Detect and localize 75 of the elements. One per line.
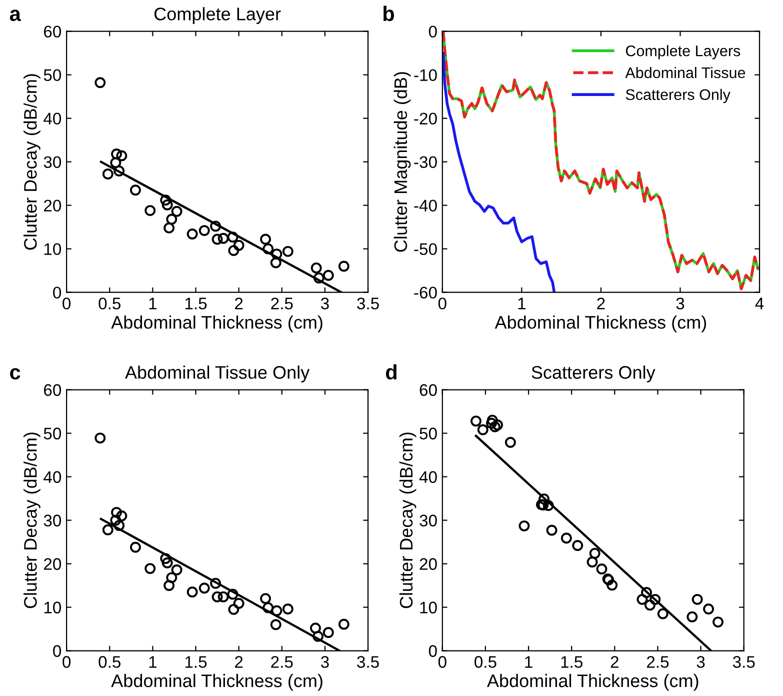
x-tick-label: 1 [525, 656, 532, 668]
y-tick-label: -60 [414, 286, 437, 299]
y-tick-label: 20 [420, 558, 437, 570]
y-tick-label: 10 [44, 602, 62, 614]
y-tick-label: -50 [414, 243, 437, 256]
y-tick-label: 0 [53, 645, 62, 657]
x-tick-label: 0 [62, 298, 71, 310]
y-tick-label: 50 [420, 428, 437, 440]
y-tick-label: 40 [44, 471, 62, 483]
x-tick-label: 1.5 [561, 656, 582, 668]
y-tick-label: 0 [428, 645, 437, 657]
x-tick-label: 0 [438, 656, 446, 668]
x-tick-label: 3 [696, 656, 705, 668]
text: a [10, 10, 21, 22]
y-tick-label: 40 [44, 112, 62, 125]
x-tick-label: 3.5 [357, 656, 379, 668]
x-tick-label: 3.5 [732, 656, 755, 668]
y-tick-label: 50 [44, 69, 62, 82]
y-tick-label: -20 [414, 112, 437, 125]
y-axis-title: Clutter Magnitude (dB) [394, 72, 411, 252]
y-axis-title: Clutter Decay (dB/cm) [24, 74, 40, 250]
x-tick-label: 1 [518, 298, 526, 310]
x-tick-label: 3 [676, 298, 684, 310]
x-tick-label: 2 [597, 298, 605, 310]
chart-title: Scatterers Only [532, 366, 656, 382]
chart-title: Abdominal Tissue Only [124, 366, 310, 382]
x-tick-label: 2 [610, 656, 618, 668]
y-axis-title: Clutter Decay (dB/cm) [24, 432, 40, 608]
y-tick-label: 30 [44, 156, 62, 168]
x-tick-label: 2.5 [271, 298, 293, 310]
x-tick-label: 1.5 [185, 656, 207, 668]
x-tick-label: 2.5 [271, 656, 293, 668]
y-tick-label: -30 [414, 156, 437, 168]
legend-label: Scatterers Only [626, 88, 730, 104]
y-tick-label: 10 [420, 602, 437, 614]
y-tick-label: 0 [53, 286, 62, 299]
y-tick-label: 10 [44, 243, 62, 256]
y-tick-label: -40 [414, 200, 437, 212]
x-axis-title: Abdominal Thickness (cm) [494, 315, 706, 332]
legend-label: Complete Layers [626, 45, 740, 60]
y-tick-label: 60 [44, 384, 62, 396]
text: b [384, 6, 394, 22]
chart-title: Complete Layer [154, 7, 281, 24]
x-tick-label: 0 [438, 298, 446, 310]
text: c [10, 368, 20, 380]
x-tick-label: 0.5 [98, 656, 121, 668]
x-tick-label: 0 [62, 656, 71, 668]
x-tick-label: 4 [755, 298, 764, 310]
x-axis-title: Abdominal Thickness (cm) [111, 315, 322, 332]
y-tick-label: 60 [44, 26, 62, 38]
x-axis-title: Abdominal Thickness (cm) [486, 674, 698, 691]
y-tick-label: 0 [428, 26, 437, 38]
y-tick-label: 30 [44, 514, 62, 526]
x-tick-label: 1.5 [185, 298, 207, 310]
x-axis-title: Abdominal Thickness (cm) [111, 674, 322, 691]
y-tick-label: 20 [44, 558, 62, 570]
x-tick-label: 1 [149, 298, 157, 310]
y-tick-label: 30 [420, 514, 437, 526]
y-tick-label: 50 [44, 428, 62, 440]
y-tick-label: 60 [420, 384, 437, 396]
x-tick-label: 1 [149, 656, 157, 668]
x-tick-label: 3 [320, 298, 329, 310]
x-tick-label: 2 [235, 298, 243, 310]
legend-label: Abdominal Tissue [625, 66, 746, 78]
y-tick-label: 20 [44, 200, 62, 212]
x-tick-label: 2.5 [646, 656, 669, 668]
x-tick-label: 2 [235, 656, 243, 668]
x-tick-label: 3 [320, 656, 329, 668]
y-axis-title: Clutter Decay (dB/cm) [399, 432, 416, 608]
x-tick-label: 0.5 [474, 656, 496, 668]
y-tick-label: -10 [414, 69, 437, 82]
text: d [386, 364, 396, 380]
x-tick-label: 0.5 [98, 298, 121, 310]
y-tick-label: 40 [419, 471, 437, 483]
x-tick-label: 3.5 [357, 298, 379, 310]
